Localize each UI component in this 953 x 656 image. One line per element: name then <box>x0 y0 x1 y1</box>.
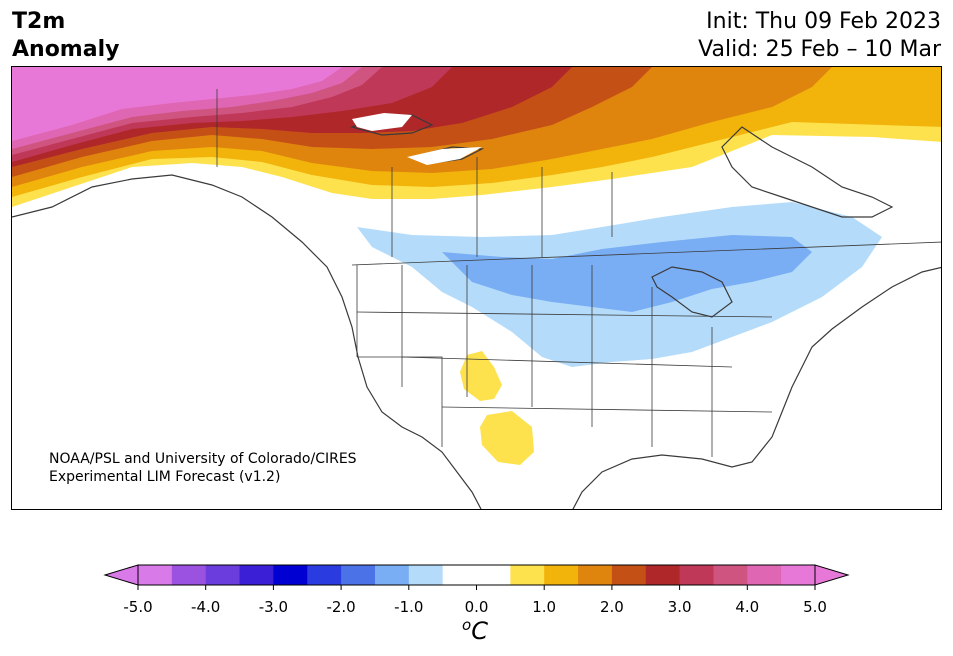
colorbar-segments <box>138 565 816 585</box>
colorbar-segment <box>747 565 782 585</box>
colorbar-tick-label: 4.0 <box>735 598 760 616</box>
colorbar-segment <box>713 565 748 585</box>
credit-text: NOAA/PSL and University of Colorado/CIRE… <box>49 450 357 486</box>
colorbar-segment <box>205 565 241 585</box>
colorbar-segment <box>307 565 342 585</box>
anomaly-map <box>12 67 941 509</box>
colorbar-segment <box>273 565 308 585</box>
ice-patches <box>352 113 482 165</box>
init-date: Init: Thu 09 Feb 2023 <box>706 9 941 34</box>
forecast-dates: Init: Thu 09 Feb 2023 Valid: 25 Feb – 10… <box>698 8 941 64</box>
colorbar-segment <box>374 565 410 585</box>
colorbar-tick-label: -2.0 <box>326 598 356 616</box>
colorbar-below-arrow <box>103 564 139 586</box>
colorbar-tick-label: 2.0 <box>599 598 624 616</box>
colorbar-segment <box>781 565 816 585</box>
colorbar-segment <box>510 565 545 585</box>
southwest-warm-spot-2 <box>480 411 534 465</box>
credit-line-1: NOAA/PSL and University of Colorado/CIRE… <box>49 451 357 467</box>
colorbar-segment <box>544 565 579 585</box>
credit-line-2: Experimental LIM Forecast (v1.2) <box>49 469 281 485</box>
colorbar-tick-label: -3.0 <box>258 598 289 616</box>
colorbar-segment <box>442 565 477 585</box>
map-title: T2m Anomaly <box>12 8 119 64</box>
unit-celsius: C <box>471 617 488 645</box>
colorbar-segment <box>171 565 207 585</box>
map-panel <box>11 66 942 510</box>
valid-date: Valid: 25 Feb – 10 Mar <box>698 37 941 62</box>
title-line-1: T2m <box>12 9 66 34</box>
unit-degree: o <box>462 616 472 634</box>
colorbar-segment <box>578 565 613 585</box>
title-line-2: Anomaly <box>12 37 120 62</box>
colorbar-tick-label: 5.0 <box>803 598 827 616</box>
southwest-warm-spot-1 <box>460 351 502 401</box>
colorbar-tick-label: -5.0 <box>123 598 153 616</box>
colorbar-tick-label: 1.0 <box>532 598 557 616</box>
colorbar-tick-label: 0.0 <box>464 598 489 616</box>
colorbar-segment <box>611 565 647 585</box>
colorbar-segment <box>341 565 376 585</box>
colorbar <box>103 564 850 590</box>
colorbar-tick-label: 3.0 <box>667 598 692 616</box>
colorbar-ticks <box>137 585 816 590</box>
colorbar-segment <box>408 565 444 585</box>
colorbar-segment <box>679 565 714 585</box>
political-borders <box>216 89 941 457</box>
colorbar-above-arrow <box>814 564 850 586</box>
colorbar-segment <box>476 565 511 585</box>
cool-band-medium <box>442 235 812 312</box>
colorbar-segment <box>239 565 274 585</box>
colorbar-tick-label: -4.0 <box>191 598 221 616</box>
coastlines <box>12 114 941 509</box>
colorbar-tick-label: -1.0 <box>394 598 424 616</box>
colorbar-segment <box>645 565 681 585</box>
unit-label: oC <box>462 616 488 645</box>
warm-core-alaska <box>12 67 342 141</box>
colorbar-segment <box>138 565 173 585</box>
